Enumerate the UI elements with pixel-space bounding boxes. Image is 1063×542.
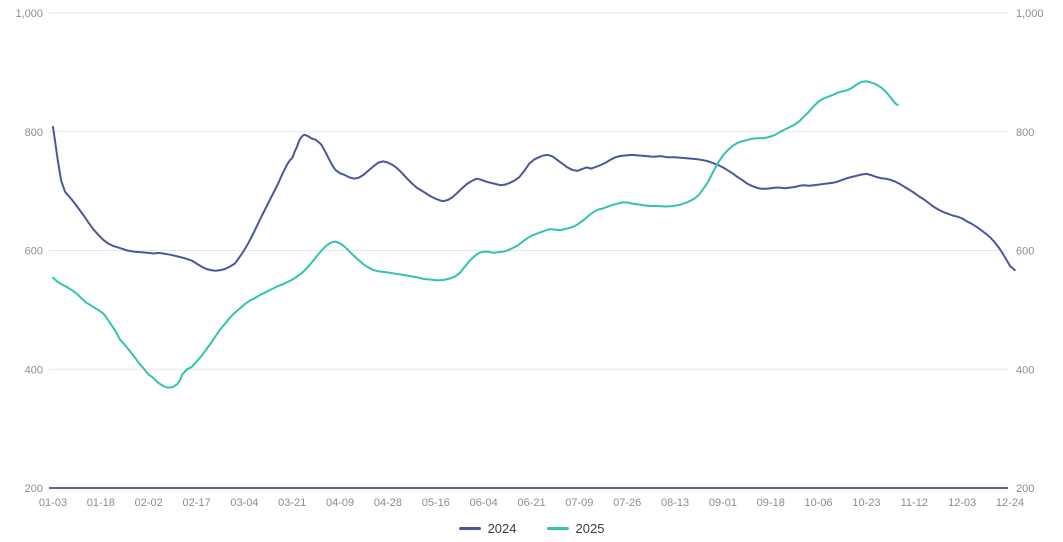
- x-label-03-04: 03-04: [230, 497, 258, 509]
- y-label-right-1000: 1,000: [1016, 8, 1044, 20]
- y-label-left-400: 400: [25, 364, 43, 376]
- y-label-right-400: 400: [1016, 364, 1034, 376]
- x-label-06-04: 06-04: [470, 497, 498, 509]
- x-label-11-12: 11-12: [901, 497, 928, 509]
- legend-item-2025[interactable]: 2025: [546, 520, 605, 536]
- x-label-07-26: 07-26: [613, 497, 641, 509]
- legend-line-swatch-2025: [546, 526, 569, 530]
- series-line-2025: [52, 80, 899, 389]
- y-axis-labels: 200 200 400 400 600 600 800 800 1,000 1,000: [15, 8, 1043, 495]
- legend-line-swatch-2024: [458, 526, 481, 530]
- x-label-12-24: 12-24: [996, 497, 1024, 509]
- x-label-04-09: 04-09: [326, 497, 354, 509]
- x-label-01-18: 01-18: [87, 497, 115, 509]
- chart-legend: 2024 2025: [0, 518, 1063, 538]
- legend-item-2024[interactable]: 2024: [458, 520, 517, 536]
- x-label-03-21: 03-21: [278, 497, 306, 509]
- series-line-2024: [52, 126, 1016, 272]
- x-label-01-03: 01-03: [39, 497, 67, 509]
- y-label-right-200: 200: [1016, 483, 1034, 495]
- x-label-09-18: 09-18: [757, 497, 785, 509]
- x-label-12-03: 12-03: [948, 497, 976, 509]
- legend-label-2025: 2025: [575, 520, 605, 536]
- y-label-right-800: 800: [1016, 127, 1034, 139]
- x-label-07-09: 07-09: [565, 497, 593, 509]
- legend-label-2024: 2024: [487, 520, 517, 536]
- x-label-02-17: 02-17: [182, 497, 210, 509]
- gridlines: [49, 12, 1008, 370]
- x-label-09-01: 09-01: [709, 497, 737, 509]
- y-label-left-1000: 1,000: [15, 8, 43, 20]
- y-label-left-800: 800: [25, 127, 43, 139]
- x-label-10-23: 10-23: [852, 497, 880, 509]
- x-label-04-28: 04-28: [374, 497, 402, 509]
- y-label-left-600: 600: [25, 246, 43, 258]
- x-label-10-06: 10-06: [805, 497, 833, 509]
- x-axis-labels: 01-03 01-18 02-02 02-17 03-04 03-21 04-09 04-28…: [39, 497, 1024, 509]
- x-label-08-13: 08-13: [661, 497, 689, 509]
- y-label-left-200: 200: [25, 483, 43, 495]
- y-label-right-600: 600: [1016, 246, 1034, 258]
- x-label-05-16: 05-16: [422, 497, 450, 509]
- x-label-06-21: 06-21: [517, 497, 545, 509]
- x-label-02-02: 02-02: [135, 497, 163, 509]
